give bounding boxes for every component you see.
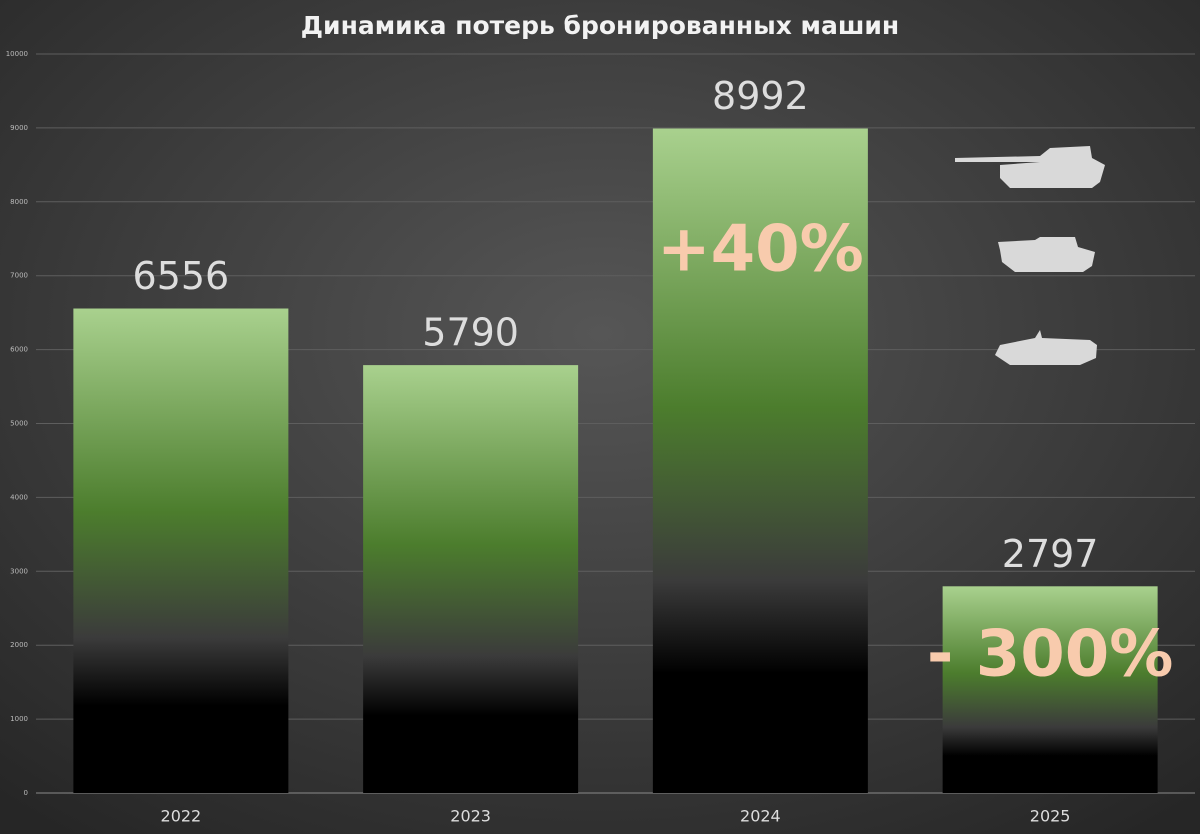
x-tick-label: 2025 <box>1030 807 1071 826</box>
bar <box>652 128 868 793</box>
y-tick-label: 7000 <box>10 272 28 280</box>
value-label: 2797 <box>1002 532 1099 576</box>
y-tick-label: 2000 <box>10 641 28 649</box>
y-tick-label: 8000 <box>10 198 28 206</box>
annotation: - 300% <box>927 618 1174 692</box>
value-label: 6556 <box>133 254 230 298</box>
x-tick-label: 2024 <box>740 807 781 826</box>
y-tick-label: 4000 <box>10 493 28 501</box>
x-tick-label: 2023 <box>450 807 491 826</box>
bar <box>73 308 289 793</box>
y-tick-label: 9000 <box>10 124 28 132</box>
y-tick-label: 1000 <box>10 715 28 723</box>
bar <box>363 365 579 793</box>
chart-title: Динамика потерь бронированных машин <box>301 11 899 40</box>
y-tick-label: 10000 <box>6 50 28 58</box>
y-tick-label: 3000 <box>10 567 28 575</box>
y-tick-label: 6000 <box>10 346 28 354</box>
bar <box>942 586 1158 793</box>
value-label: 8992 <box>712 74 809 118</box>
y-tick-label: 5000 <box>10 420 28 428</box>
vehicle-icons <box>955 146 1105 365</box>
value-label: 5790 <box>422 311 519 355</box>
x-tick-label: 2022 <box>161 807 202 826</box>
annotation: +40% <box>657 213 864 287</box>
y-tick-label: 0 <box>24 789 28 797</box>
